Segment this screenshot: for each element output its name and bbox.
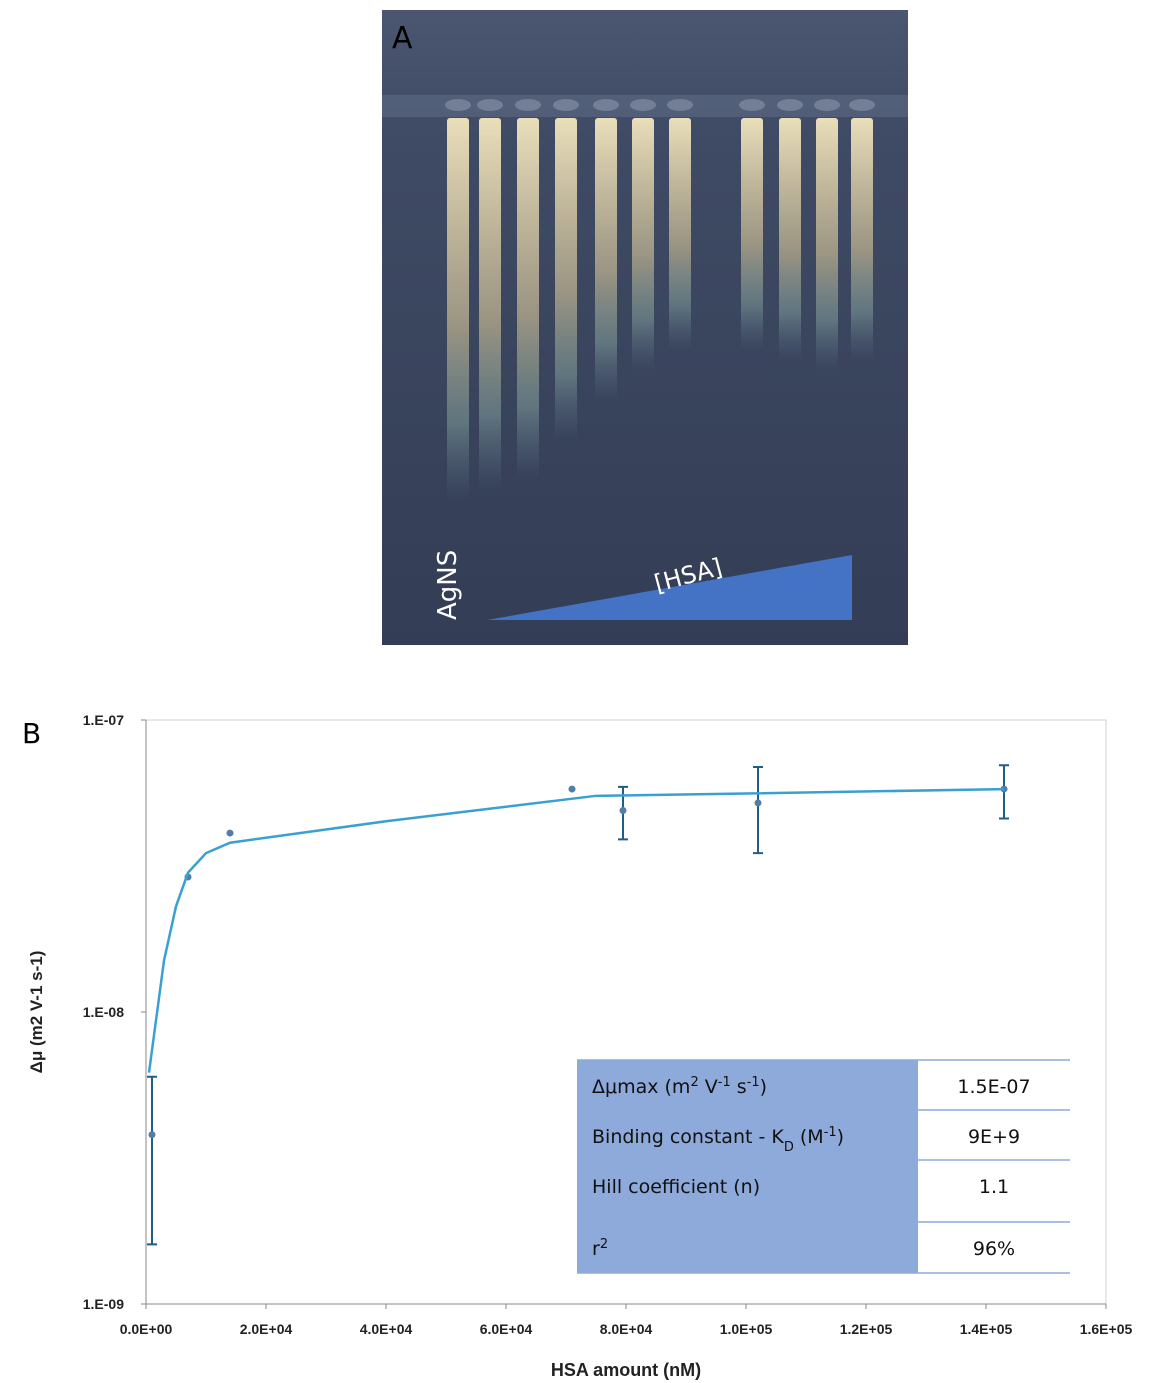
x-axis-label: HSA amount (nM) xyxy=(551,1360,701,1380)
table-value: 9E+9 xyxy=(968,1126,1020,1148)
x-tick-label: 1.2E+05 xyxy=(840,1321,893,1337)
gel-lane xyxy=(555,118,577,440)
table-value: 96% xyxy=(973,1238,1015,1260)
x-tick-label: 1.0E+05 xyxy=(720,1321,773,1337)
data-point xyxy=(149,1131,156,1138)
data-point xyxy=(755,799,762,806)
gel-well xyxy=(630,99,656,111)
table-label-run: -1 xyxy=(824,1125,837,1140)
table-label-run: s xyxy=(731,1076,747,1098)
y-tick-label: 1.E-09 xyxy=(83,1296,124,1312)
table-label: Δμmax (m2 V-1 s-1) xyxy=(592,1075,767,1099)
table-label-run: r xyxy=(592,1238,600,1260)
gel-well xyxy=(667,99,693,111)
x-tick-label: 6.0E+04 xyxy=(480,1321,533,1337)
table-label-run: 2 xyxy=(600,1237,608,1252)
fit-line xyxy=(149,789,1004,1073)
gel-well xyxy=(777,99,803,111)
table-label-run: (M xyxy=(794,1126,824,1148)
gel-well xyxy=(849,99,875,111)
table-label-run: Binding constant - K xyxy=(592,1126,784,1148)
gel-lane xyxy=(595,118,617,400)
gel-lane xyxy=(851,118,873,360)
gel-image xyxy=(382,10,908,645)
gel-lane xyxy=(517,118,539,480)
table-label-run: Δμmax (m xyxy=(592,1076,690,1098)
panel-label: A xyxy=(392,21,413,56)
table-label-run: ) xyxy=(760,1076,767,1098)
error-bar xyxy=(753,767,763,853)
x-tick-label: 0.0E+00 xyxy=(120,1321,173,1337)
gel-lane xyxy=(479,118,501,490)
data-point xyxy=(620,807,627,814)
table-label-run: 2 xyxy=(690,1075,698,1090)
gel-well xyxy=(593,99,619,111)
table-label-run: -1 xyxy=(747,1075,760,1090)
gel-well xyxy=(515,99,541,111)
gel-well xyxy=(739,99,765,111)
table-label-run: V xyxy=(699,1076,718,1098)
table-label-run: -1 xyxy=(718,1075,731,1090)
table-label-run: Hill coefficient (n) xyxy=(592,1176,760,1198)
y-tick-label: 1.E-07 xyxy=(83,712,124,728)
table-cell xyxy=(577,1222,918,1273)
table-label-run: ) xyxy=(837,1126,844,1148)
x-tick-label: 2.0E+04 xyxy=(240,1321,293,1337)
table-value: 1.1 xyxy=(979,1176,1009,1198)
gel-lane xyxy=(447,118,469,500)
table-label: Hill coefficient (n) xyxy=(592,1176,760,1198)
sample-label: AgNS xyxy=(433,550,463,620)
error-bar xyxy=(147,1077,157,1245)
gel-well xyxy=(445,99,471,111)
data-point xyxy=(227,830,234,837)
gel-lane xyxy=(669,118,691,350)
x-tick-label: 4.0E+04 xyxy=(360,1321,413,1337)
data-point xyxy=(569,786,576,793)
x-tick-label: 1.6E+05 xyxy=(1080,1321,1133,1337)
y-axis-label: Δμ (m2 V-1 s-1) xyxy=(27,951,46,1074)
gel-well xyxy=(477,99,503,111)
x-tick-label: 1.4E+05 xyxy=(960,1321,1013,1337)
gel-lane xyxy=(779,118,801,360)
gel-lane xyxy=(741,118,763,350)
gel-well xyxy=(814,99,840,111)
table-label-run: D xyxy=(784,1140,794,1155)
x-tick-label: 8.0E+04 xyxy=(600,1321,653,1337)
gel-lane xyxy=(816,118,838,370)
gel-lane xyxy=(632,118,654,370)
gel-well xyxy=(553,99,579,111)
figure: A AgNS [HSA] B Δμ (m2 V-1 s-1) HSA amoun… xyxy=(0,0,1149,1383)
panel-label: B xyxy=(22,717,41,750)
y-tick-label: 1.E-08 xyxy=(83,1004,124,1020)
table-value: 1.5E-07 xyxy=(957,1076,1030,1098)
